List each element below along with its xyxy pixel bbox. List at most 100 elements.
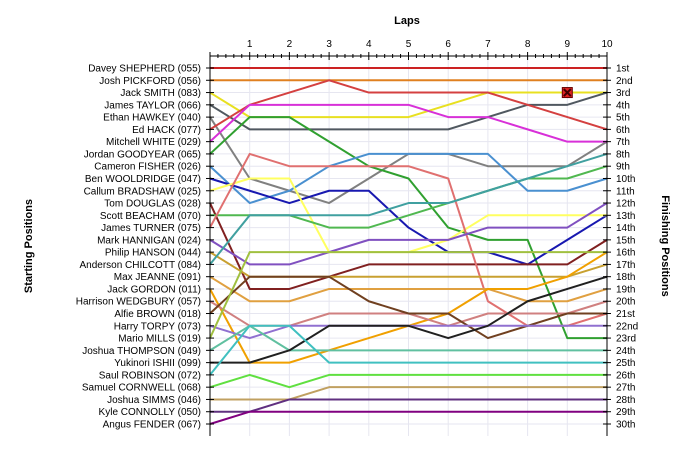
finishing-position-label: 4th (616, 100, 630, 111)
series-line (210, 398, 607, 413)
lap-tick-label: 8 (525, 39, 531, 50)
finishing-position-label: 27th (616, 383, 635, 394)
finishing-position-label: 26th (616, 370, 635, 381)
driver-label: Davey SHEPHERD (055) (88, 64, 201, 75)
finishing-position-label: 24th (616, 346, 635, 357)
series-line (209, 79, 608, 131)
y-axis-title-right: Finishing Positions (659, 195, 671, 296)
finishing-position-label: 15th (616, 235, 635, 246)
driver-label: James TURNER (075) (101, 223, 201, 234)
driver-label: Ethan HAWKEY (040) (103, 113, 201, 124)
driver-label: Joshua SIMMS (046) (107, 395, 201, 406)
driver-label: Max JEANNE (091) (114, 272, 201, 283)
finishing-position-label: 21st (616, 309, 635, 320)
finishing-position-label: 19th (616, 284, 635, 295)
series-line (209, 91, 608, 131)
driver-label: Mark HANNIGAN (024) (97, 235, 201, 246)
driver-label: Tom DOUGLAS (028) (104, 199, 201, 210)
series-line (209, 202, 608, 290)
lap-tick-label: 6 (445, 39, 451, 50)
lap-tick-label: 3 (326, 39, 332, 50)
grid (210, 56, 608, 436)
series-line (209, 275, 608, 303)
driver-label: Mitchell WHITE (029) (106, 137, 201, 148)
driver-label: Kyle CONNOLLY (050) (99, 407, 201, 418)
series-line (209, 324, 607, 376)
driver-label: Mario MILLS (019) (118, 334, 201, 345)
finishing-position-label: 10th (616, 174, 635, 185)
driver-label: Harrison WEDGBURY (057) (76, 297, 201, 308)
y-axis-title-left: Starting Positions (23, 199, 35, 293)
finishing-position-label: 9th (616, 162, 630, 173)
finishing-position-label: 7th (616, 137, 630, 148)
retirement-markers (561, 87, 573, 99)
finishing-position-label: 20th (616, 297, 635, 308)
series-line (209, 116, 607, 340)
finishing-position-label: 28th (616, 395, 635, 406)
series-lines (209, 67, 608, 425)
lap-tick-label: 2 (287, 39, 293, 50)
finishing-position-label: 18th (616, 272, 635, 283)
finishing-position-label: 1st (616, 64, 630, 75)
finishing-position-label: 6th (616, 125, 630, 136)
lap-tick-label: 7 (485, 39, 491, 50)
lap-tick-label: 1 (247, 39, 253, 50)
finishing-position-label: 16th (616, 248, 635, 259)
lap-tick-label: 10 (601, 39, 613, 50)
driver-label: Scott BEACHAM (070) (100, 211, 201, 222)
x-axis-title: Laps (394, 15, 420, 27)
driver-label: James TAYLOR (066) (104, 100, 201, 111)
driver-label: Ed HACK (077) (132, 125, 201, 136)
driver-label: Josh PICKFORD (056) (99, 76, 201, 87)
series-line (209, 373, 607, 389)
driver-label: Ben WOOLDRIDGE (047) (85, 174, 201, 185)
lap-tick-label: 5 (406, 39, 412, 50)
series-line (209, 177, 608, 266)
finishing-position-label: 30th (616, 420, 635, 431)
finishing-position-label: 8th (616, 149, 630, 160)
finishing-position-label: 17th (616, 260, 635, 271)
retirement-marker-cross (563, 88, 572, 97)
series-line (209, 103, 607, 143)
driver-label: Philip HANSON (044) (105, 248, 201, 259)
retirement-marker (561, 87, 573, 99)
driver-label: Anderson CHILCOTT (084) (79, 260, 201, 271)
series-line (209, 410, 607, 425)
driver-label: Samuel CORNWELL (068) (82, 383, 201, 394)
finishing-position-label: 22nd (616, 321, 638, 332)
finishing-position-label: 2nd (616, 76, 633, 87)
driver-label: Harry TORPY (073) (114, 321, 201, 332)
finishing-position-label: 14th (616, 223, 635, 234)
series-line (209, 275, 607, 340)
driver-label: Yukinori ISHII (099) (114, 358, 201, 369)
driver-label: Jack GORDON (011) (107, 284, 201, 295)
finishing-position-label: 29th (616, 407, 635, 418)
series-line (210, 386, 607, 401)
driver-label: Jordan GOODYEAR (065) (84, 149, 201, 160)
finishing-position-label: 3rd (616, 88, 630, 99)
driver-label: Callum BRADSHAW (025) (84, 186, 201, 197)
finishing-position-label: 25th (616, 358, 635, 369)
driver-label: Angus FENDER (067) (103, 420, 201, 431)
driver-label: Cameron FISHER (026) (94, 162, 201, 173)
finishing-position-label: 23rd (616, 334, 636, 345)
series-line (209, 251, 607, 339)
finishing-position-label: 12th (616, 199, 635, 210)
series-line (209, 152, 608, 205)
driver-label: Alfie BROWN (018) (114, 309, 201, 320)
lap-tick-label: 4 (366, 39, 372, 50)
driver-label: Jack SMITH (083) (120, 88, 201, 99)
series-line (210, 275, 608, 364)
driver-label: Joshua THOMPSON (049) (82, 346, 201, 357)
lap-tick-label: 9 (565, 39, 571, 50)
finishing-position-label: 13th (616, 211, 635, 222)
finishing-position-label: 11th (616, 186, 635, 197)
driver-label: Saul ROBINSON (072) (99, 370, 201, 381)
series-line (209, 324, 607, 352)
finishing-position-label: 5th (616, 113, 630, 124)
series-line (209, 152, 608, 266)
series-line (209, 202, 608, 266)
